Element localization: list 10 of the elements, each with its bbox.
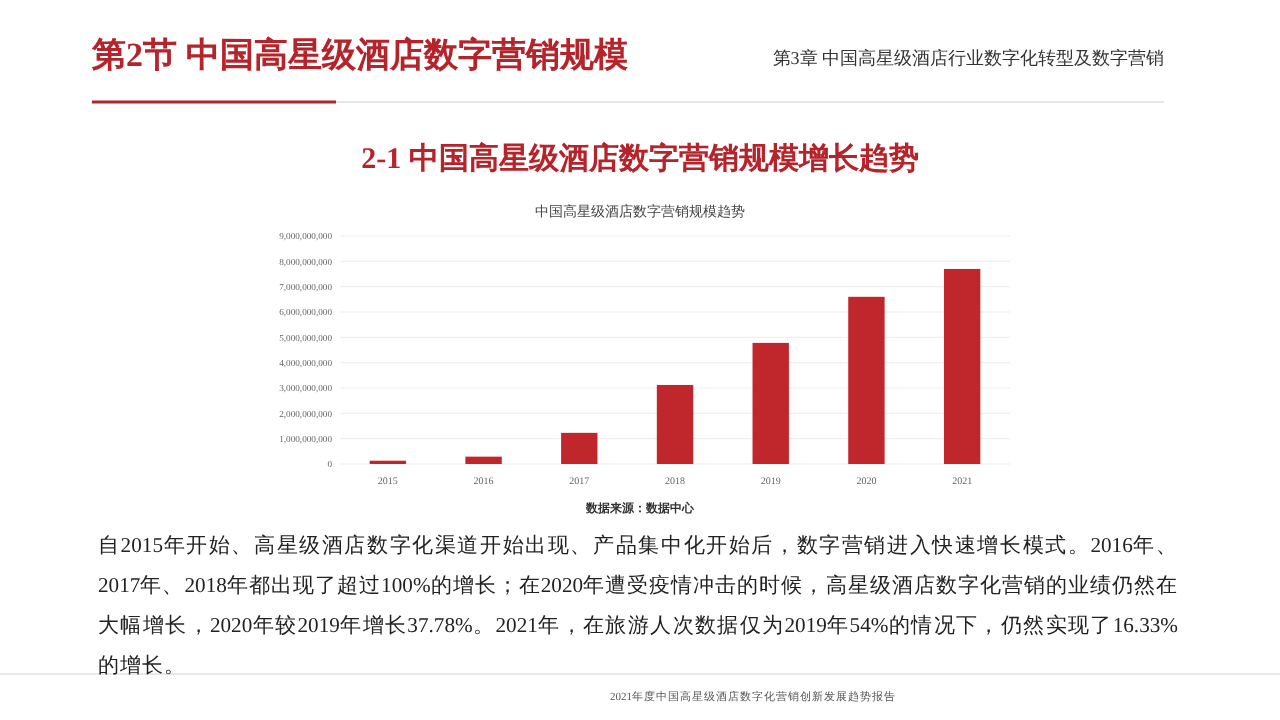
text: 第3章 中国高星级酒店行业数字化转型及数字营销 [772, 48, 1164, 68]
text: 自2015年开始、高星级酒店数字化渠道开始出现、产品集中化开始后，数字营销进入快速增长模式。2016年、2017年、2018年都出现了超过100%的增长；在2020年遭受疫情冲击的时候，高星级酒店数字化营销的业绩仍然在大幅增长，2020年较2019年增长37.78%。2021年，在旅游人次数据仅为2019年54%的情况下，仍然实现了16.33%的增长。 [98, 532, 1178, 682]
bar [752, 342, 789, 464]
bar [561, 432, 598, 464]
bar [943, 268, 981, 464]
text: 2-1 中国高星级酒店数字营销规模增长趋势 [361, 140, 919, 176]
text: 第2节 中国高星级酒店数字营销规模 [90, 36, 628, 74]
bar [465, 456, 502, 464]
bar [656, 384, 694, 464]
bar [848, 296, 885, 464]
